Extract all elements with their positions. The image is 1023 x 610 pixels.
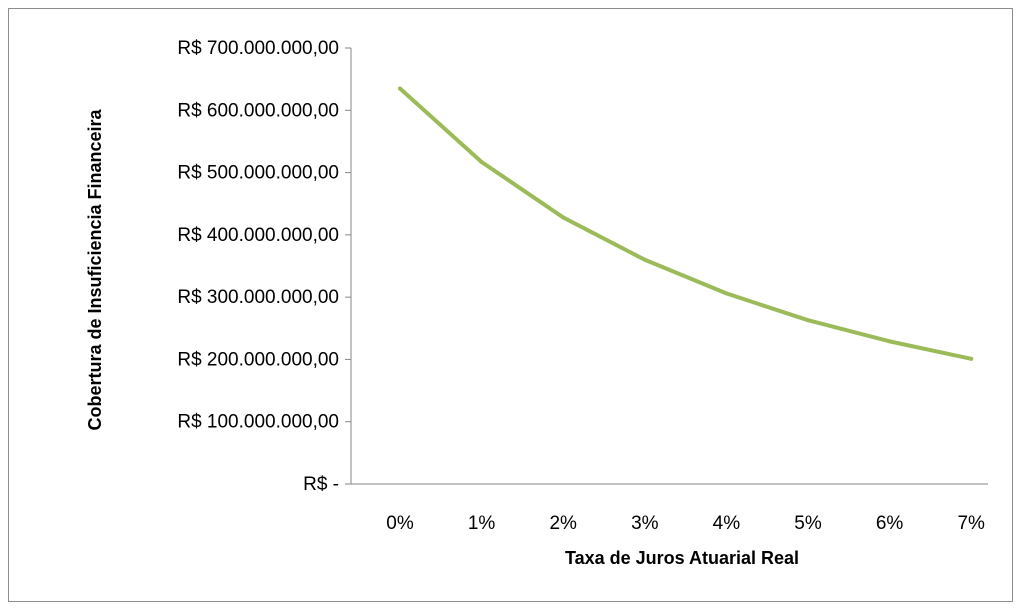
y-tick-label: R$ - — [303, 474, 339, 495]
y-tick-label: R$ 300.000.000,00 — [177, 287, 339, 308]
y-axis-title: Cobertura de Insuficiencia Financeira — [85, 108, 105, 430]
x-axis-title: Taxa de Juros Atuarial Real — [565, 548, 799, 568]
y-axis: R$ - R$ 100.000.000,00 R$ 200.000.000,00 R$… — [177, 38, 352, 495]
y-tick-label: R$ 600.000.000,00 — [177, 100, 339, 121]
x-axis: 0% 1% 2% 3% 4% 5% 6% 7% — [351, 483, 988, 534]
y-tick-label: R$ 100.000.000,00 — [177, 412, 339, 433]
x-tick-label: 2% — [549, 513, 577, 534]
data-point — [806, 318, 810, 323]
data-point — [642, 257, 647, 262]
y-tick-label: R$ 500.000.000,00 — [177, 163, 339, 184]
series-line — [398, 86, 974, 361]
x-tick-label: 0% — [386, 513, 414, 534]
x-tick-label: 3% — [631, 513, 659, 534]
data-point — [398, 86, 402, 91]
data-point — [969, 356, 974, 361]
data-point — [724, 291, 729, 296]
x-tick-label: 7% — [957, 513, 985, 534]
x-tick-label: 4% — [713, 513, 741, 534]
data-point — [479, 159, 484, 164]
x-tick-label: 6% — [876, 513, 904, 534]
chart-frame — [8, 8, 1013, 602]
x-tick-label: 1% — [468, 513, 496, 534]
y-tick-label: R$ 700.000.000,00 — [177, 38, 339, 59]
data-point — [887, 339, 892, 344]
series-group — [398, 86, 974, 361]
y-tick-label: R$ 400.000.000,00 — [177, 225, 339, 246]
y-tick-label: R$ 200.000.000,00 — [177, 349, 339, 370]
data-point — [561, 215, 566, 220]
x-tick-label: 5% — [794, 513, 822, 534]
